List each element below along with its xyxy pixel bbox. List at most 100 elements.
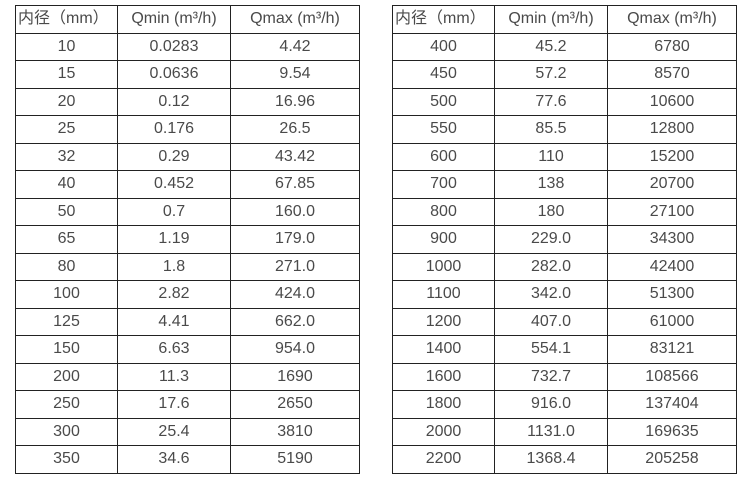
table-row: 65 1.19 179.0	[15, 225, 360, 254]
table-cell: 1131.0	[494, 417, 608, 446]
table-cell: 67.85	[230, 170, 360, 199]
table-cell: 1.8	[117, 252, 231, 281]
table-cell: 100	[15, 280, 118, 309]
table-cell: 424.0	[230, 280, 360, 309]
table-cell: 51300	[607, 280, 737, 309]
table-row: 40 0.452 67.85	[15, 170, 360, 199]
table-row: 15 0.0636 9.54	[15, 60, 360, 89]
table-cell: 6.63	[117, 335, 231, 364]
table-row: 80 1.8 271.0	[15, 252, 360, 281]
table-cell: 10	[15, 32, 118, 61]
header-cell-qmax: Qmax (m³/h)	[607, 5, 737, 34]
table-cell: 900	[392, 225, 495, 254]
table-cell: 20700	[607, 170, 737, 199]
table-row: 1000 282.0 42400	[392, 252, 737, 281]
table-row: 32 0.29 43.42	[15, 142, 360, 171]
table-cell: 34.6	[117, 445, 231, 474]
table-row: 400 45.2 6780	[392, 32, 737, 61]
table-cell: 83121	[607, 335, 737, 364]
header-row: 内径（mm） Qmin (m³/h) Qmax (m³/h)	[392, 5, 737, 34]
table-row: 10 0.0283 4.42	[15, 32, 360, 61]
table-row: 1200 407.0 61000	[392, 307, 737, 336]
table-cell: 125	[15, 307, 118, 336]
table-row: 900 229.0 34300	[392, 225, 737, 254]
table-cell: 282.0	[494, 252, 608, 281]
table-cell: 550	[392, 115, 495, 144]
table-cell: 27100	[607, 197, 737, 226]
table-cell: 180	[494, 197, 608, 226]
table-cell: 1100	[392, 280, 495, 309]
table-cell: 65	[15, 225, 118, 254]
table-cell: 554.1	[494, 335, 608, 364]
table-row: 350 34.6 5190	[15, 445, 360, 474]
table-row: 450 57.2 8570	[392, 60, 737, 89]
table-cell: 916.0	[494, 390, 608, 419]
table-cell: 271.0	[230, 252, 360, 281]
table-row: 1400 554.1 83121	[392, 335, 737, 364]
table-cell: 43.42	[230, 142, 360, 171]
table-header: 内径（mm） Qmin (m³/h) Qmax (m³/h)	[15, 5, 360, 34]
table-cell: 42400	[607, 252, 737, 281]
table-cell: 600	[392, 142, 495, 171]
table-row: 1800 916.0 137404	[392, 390, 737, 419]
table-cell: 700	[392, 170, 495, 199]
table-cell: 1690	[230, 362, 360, 391]
table-cell: 0.176	[117, 115, 231, 144]
table-row: 20 0.12 16.96	[15, 87, 360, 116]
table-row: 1600 732.7 108566	[392, 362, 737, 391]
table-cell: 108566	[607, 362, 737, 391]
table-cell: 200	[15, 362, 118, 391]
table-cell: 800	[392, 197, 495, 226]
table-cell: 205258	[607, 445, 737, 474]
table-cell: 1600	[392, 362, 495, 391]
table-cell: 80	[15, 252, 118, 281]
table-cell: 61000	[607, 307, 737, 336]
table-cell: 34300	[607, 225, 737, 254]
table-cell: 10600	[607, 87, 737, 116]
table-cell: 6780	[607, 32, 737, 61]
table-cell: 1800	[392, 390, 495, 419]
header-cell-diameter: 内径（mm）	[392, 5, 495, 34]
table-row: 300 25.4 3810	[15, 417, 360, 446]
table-cell: 4.42	[230, 32, 360, 61]
table-cell: 160.0	[230, 197, 360, 226]
table-cell: 954.0	[230, 335, 360, 364]
table-cell: 2650	[230, 390, 360, 419]
table-cell: 4.41	[117, 307, 231, 336]
table-body: 400 45.2 6780 450 57.2 8570 500 77.6 10600 550 85.…	[392, 32, 737, 474]
table-cell: 17.6	[117, 390, 231, 419]
table-row: 150 6.63 954.0	[15, 335, 360, 364]
table-row: 550 85.5 12800	[392, 115, 737, 144]
header-cell-diameter: 内径（mm）	[15, 5, 118, 34]
table-body: 10 0.0283 4.42 15 0.0636 9.54 20 0.12 16.96 25 0.1…	[15, 32, 360, 474]
table-cell: 50	[15, 197, 118, 226]
table-cell: 169635	[607, 417, 737, 446]
table-cell: 500	[392, 87, 495, 116]
table-cell: 342.0	[494, 280, 608, 309]
table-row: 200 11.3 1690	[15, 362, 360, 391]
table-cell: 0.12	[117, 87, 231, 116]
table-cell: 45.2	[494, 32, 608, 61]
header-row: 内径（mm） Qmin (m³/h) Qmax (m³/h)	[15, 5, 360, 34]
table-cell: 2.82	[117, 280, 231, 309]
table-cell: 85.5	[494, 115, 608, 144]
table-cell: 9.54	[230, 60, 360, 89]
table-cell: 1000	[392, 252, 495, 281]
table-row: 500 77.6 10600	[392, 87, 737, 116]
table-cell: 32	[15, 142, 118, 171]
table-row: 1100 342.0 51300	[392, 280, 737, 309]
table-row: 250 17.6 2650	[15, 390, 360, 419]
table-cell: 450	[392, 60, 495, 89]
table-row: 800 180 27100	[392, 197, 737, 226]
table-cell: 137404	[607, 390, 737, 419]
table-cell: 0.0283	[117, 32, 231, 61]
table-cell: 407.0	[494, 307, 608, 336]
table-cell: 25.4	[117, 417, 231, 446]
table-cell: 2200	[392, 445, 495, 474]
table-cell: 350	[15, 445, 118, 474]
table-cell: 1200	[392, 307, 495, 336]
table-row: 25 0.176 26.5	[15, 115, 360, 144]
tables-container: 内径（mm） Qmin (m³/h) Qmax (m³/h) 10 0.0283 4…	[15, 5, 750, 474]
table-cell: 1400	[392, 335, 495, 364]
